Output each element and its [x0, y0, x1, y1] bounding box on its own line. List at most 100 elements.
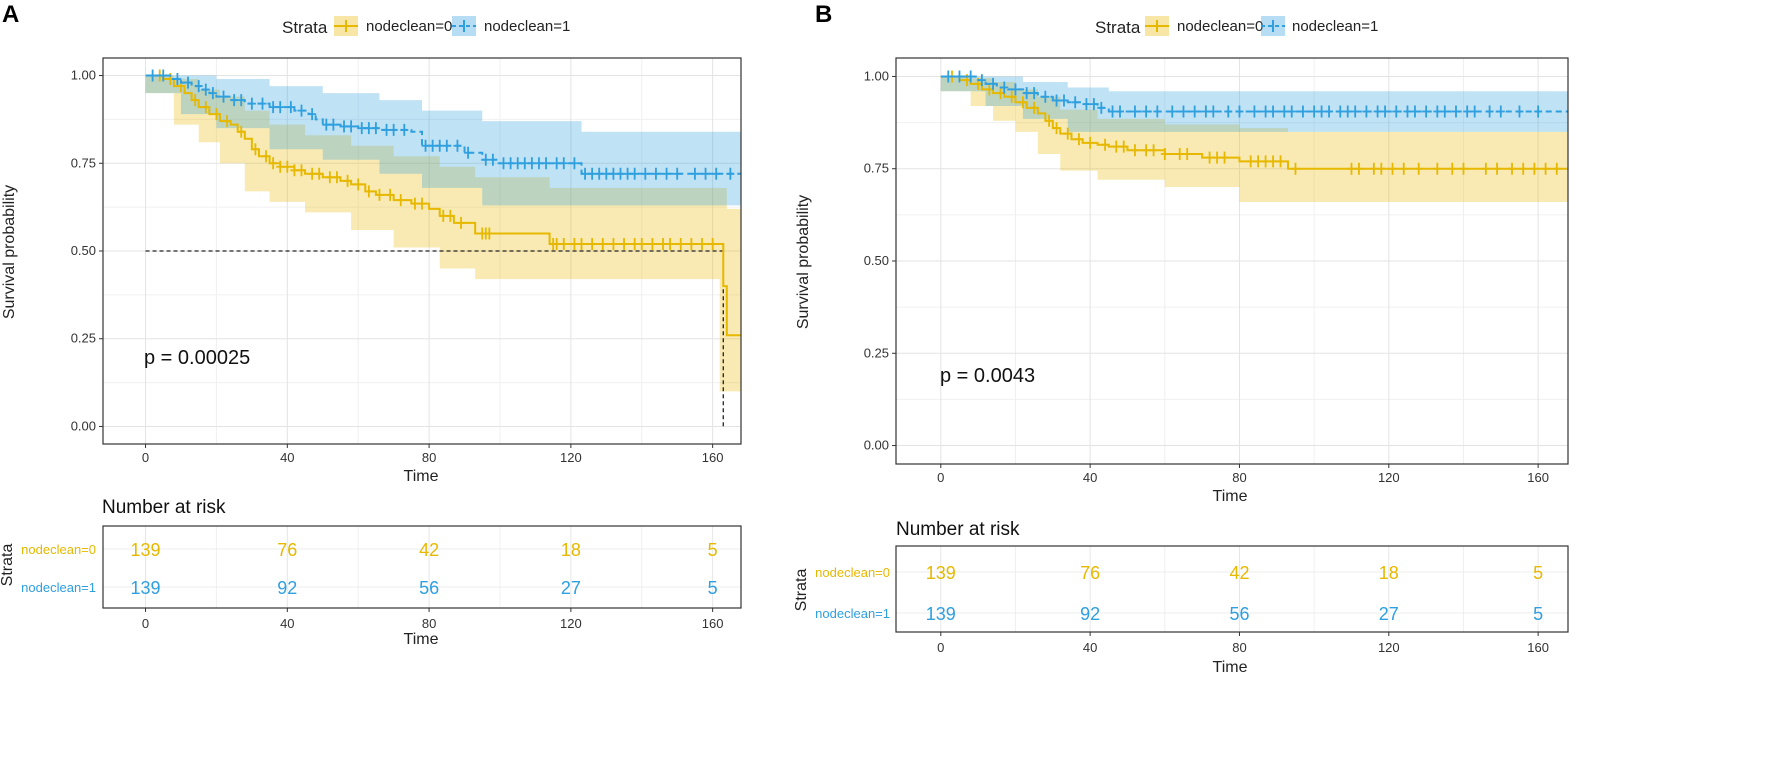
- risk-strata-label: nodeclean=1: [815, 606, 890, 621]
- x-tick-label: 0: [142, 450, 149, 465]
- censor-mark: [630, 237, 639, 250]
- censor-mark: [1373, 105, 1382, 118]
- risk-frame: [102, 525, 742, 609]
- censor-mark: [1175, 147, 1184, 160]
- panel-b-survival-plot: 0 40 80 120 160 0.00 0.25 0.50 0.75 1.00: [864, 57, 1569, 485]
- legend-entry-nodeclean1: nodeclean=1: [484, 18, 570, 35]
- risk-x-tick-label: 160: [702, 616, 724, 631]
- censor-mark: [1246, 155, 1255, 168]
- censor-mark: [1496, 105, 1505, 118]
- censor-mark: [258, 97, 267, 110]
- censor-mark: [386, 188, 395, 201]
- censor-mark: [159, 69, 168, 82]
- y-tick-label: 0.00: [864, 438, 889, 453]
- censor-mark: [1254, 155, 1263, 168]
- legend-entry-nodeclean1: nodeclean=1: [1292, 18, 1378, 35]
- panel-a-risk-table: nodeclean=0 139 76 42 18 5 nodeclean=1 139 92 56 2…: [21, 525, 742, 631]
- panel-b: B Strata nodeclean=0 nodeclean=1 0 40 80 12…: [793, 1, 1569, 676]
- censor-mark: [1336, 105, 1345, 118]
- censor-mark: [269, 101, 278, 114]
- censor-mark: [1213, 151, 1222, 164]
- censor-mark: [1410, 105, 1419, 118]
- panel-a: A Strata nodeclean=0 nodeclean=1 0 40 80 12…: [0, 1, 742, 648]
- censor-mark: [329, 118, 338, 131]
- censor-mark: [690, 167, 699, 180]
- risk-strata-label: nodeclean=0: [21, 542, 96, 557]
- risk-count: 27: [561, 578, 581, 598]
- censor-mark: [520, 157, 529, 170]
- censor-mark: [1045, 114, 1054, 127]
- risk-x-tick-label: 120: [1378, 640, 1400, 655]
- censor-mark: [1160, 147, 1169, 160]
- censor-mark: [1030, 87, 1039, 100]
- censor-mark: [1493, 162, 1502, 175]
- censor-mark: [1519, 162, 1528, 175]
- censor-mark: [602, 167, 611, 180]
- panel-b-label: B: [815, 1, 832, 28]
- censor-mark: [673, 167, 682, 180]
- censor-mark: [1205, 151, 1214, 164]
- panel-b-risk-ylabel: Strata: [793, 569, 810, 612]
- censor-mark: [1168, 105, 1177, 118]
- censor-mark: [1310, 105, 1319, 118]
- panel-a-xlabel: Time: [404, 468, 439, 485]
- censor-mark: [442, 139, 451, 152]
- risk-strata-label: nodeclean=1: [21, 580, 96, 595]
- censor-mark: [513, 157, 522, 170]
- censor-mark: [989, 77, 998, 90]
- censor-mark: [1153, 105, 1162, 118]
- censor-mark: [1298, 105, 1307, 118]
- risk-count: 139: [926, 604, 956, 624]
- censor-mark: [1325, 105, 1334, 118]
- censor-mark: [1074, 133, 1083, 146]
- y-tick-label: 0.50: [864, 253, 889, 268]
- censor-mark: [1116, 105, 1124, 118]
- panel-b-xlabel: Time: [1213, 488, 1248, 505]
- panel-b-ylabel: Survival probability: [795, 195, 812, 329]
- censor-mark: [662, 167, 671, 180]
- censor-mark: [1022, 87, 1031, 100]
- censor-mark: [1463, 105, 1472, 118]
- censor-mark: [421, 139, 430, 152]
- legend-title: Strata: [282, 18, 328, 37]
- censor-mark: [1362, 105, 1371, 118]
- censor-mark: [1552, 162, 1561, 175]
- censor-mark: [347, 120, 356, 133]
- censor-mark: [977, 74, 986, 87]
- censor-mark: [570, 157, 579, 170]
- censor-mark: [651, 167, 660, 180]
- censor-mark: [944, 70, 953, 83]
- legend-key-nodeclean1: [1261, 16, 1285, 36]
- censor-mark: [552, 237, 561, 250]
- censor-mark: [230, 94, 239, 107]
- censor-mark: [1269, 105, 1278, 118]
- censor-mark: [641, 167, 650, 180]
- risk-count: 42: [419, 540, 439, 560]
- censor-mark: [1414, 162, 1423, 175]
- panel-a-risk-ylabel: Strata: [0, 544, 16, 587]
- risk-x-tick-label: 160: [1527, 640, 1549, 655]
- censor-mark: [418, 197, 426, 210]
- censor-mark: [1000, 81, 1009, 94]
- censor-mark: [1541, 162, 1550, 175]
- x-tick-label: 0: [937, 470, 944, 485]
- censor-mark: [1089, 98, 1098, 111]
- censor-mark: [439, 209, 448, 222]
- censor-mark: [382, 123, 391, 136]
- censor-mark: [1381, 105, 1390, 118]
- censor-mark: [1433, 105, 1442, 118]
- risk-count: 18: [561, 540, 581, 560]
- censor-mark: [708, 237, 717, 250]
- plot-content: [145, 69, 741, 427]
- censor-mark: [1082, 98, 1091, 111]
- censor-mark: [1534, 105, 1543, 118]
- panel-b-risk-table: nodeclean=0 139 76 42 18 5 nodeclean=1 139 92 56 2…: [815, 545, 1569, 655]
- censor-mark: [1108, 105, 1117, 118]
- censor-mark: [315, 167, 324, 180]
- censor-mark: [247, 97, 256, 110]
- censor-mark: [343, 174, 352, 187]
- censor-mark: [1235, 105, 1244, 118]
- censor-mark: [308, 167, 317, 180]
- censor-mark: [559, 237, 568, 250]
